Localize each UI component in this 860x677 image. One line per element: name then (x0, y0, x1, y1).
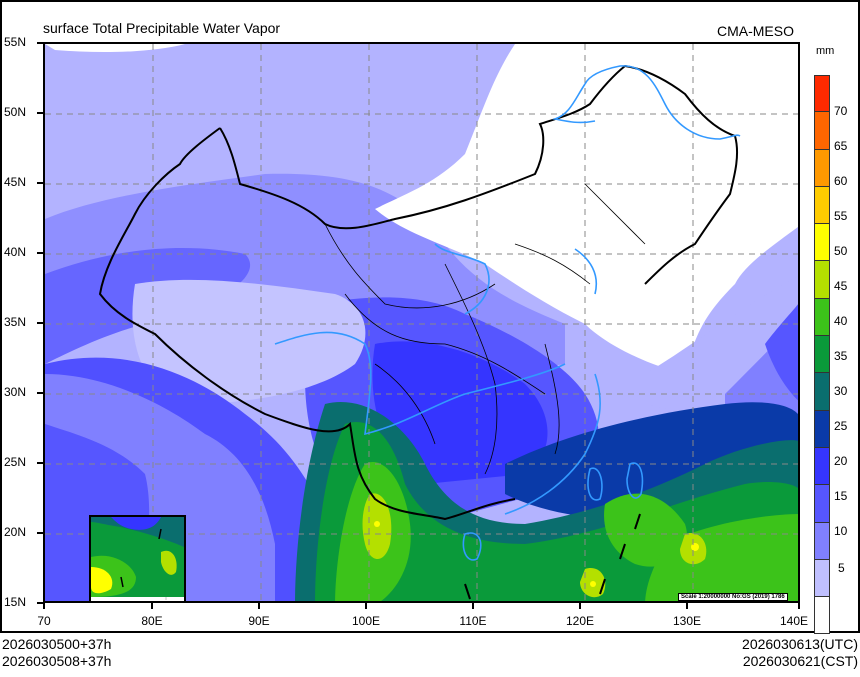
colorbar-label-35: 35 (834, 349, 848, 363)
y-tick-mark (37, 182, 43, 184)
x-tick-140e: 140E (779, 614, 809, 628)
y-tick-40n: 40N (4, 245, 27, 259)
colorbar-bin (814, 261, 830, 299)
x-tick-80e: 80E (141, 614, 163, 628)
y-tick-mark (37, 42, 43, 44)
x-tick-mark (43, 603, 45, 609)
colorbar-bin (814, 522, 830, 560)
colorbar-bin (814, 224, 830, 262)
init-time-block: 2026030500+37h 2026030508+37h (2, 636, 111, 670)
colorbar-bin (814, 112, 830, 150)
x-tick-70: 70 (37, 614, 51, 628)
valid-time-cst: 2026030621(CST) (742, 653, 858, 669)
y-tick-mark (37, 252, 43, 254)
south-china-sea-inset: Scale 1:40000000 (89, 515, 186, 601)
x-tick-mark (365, 603, 367, 609)
colorbar-label-20: 20 (834, 454, 848, 468)
colorbar-bin (814, 149, 830, 187)
y-tick-20n: 20N (4, 525, 27, 539)
colorbar-bin (814, 186, 830, 225)
init-time-cst: 2026030508+37h (2, 653, 112, 669)
y-tick-mark (37, 112, 43, 114)
x-tick-110e: 110E (459, 614, 487, 628)
colorbar-bin (814, 485, 830, 523)
map-plot-area: Scale 1:40000000 Scale 1:20000000 No:GS … (43, 42, 800, 603)
valid-time-utc: 2026030613(UTC) (742, 636, 858, 652)
chart-title: surface Total Precipitable Water Vapor (43, 20, 281, 36)
colorbar-label-10: 10 (834, 524, 848, 538)
y-tick-mark (37, 532, 43, 534)
colorbar-label-40: 40 (834, 314, 848, 328)
colorbar-label-15: 15 (834, 489, 848, 503)
x-tick-90e: 90E (248, 614, 270, 628)
y-tick-50n: 50N (4, 105, 27, 119)
colorbar-label-70: 70 (834, 104, 848, 118)
y-tick-25n: 25N (4, 455, 27, 469)
x-tick-mark (686, 603, 688, 609)
map-scale-label: Scale 1:20000000 No:GS (2019) 1786 (678, 593, 788, 601)
x-tick-mark (798, 603, 800, 609)
y-tick-mark (37, 602, 43, 604)
inset-map (91, 517, 184, 601)
colorbar-label-50: 50 (834, 244, 848, 258)
y-tick-mark (37, 392, 43, 394)
colorbar-bin (814, 447, 830, 486)
colorbar-label-60: 60 (834, 174, 848, 188)
colorbar-bin (814, 298, 830, 337)
colorbar-unit: mm (816, 45, 835, 57)
colorbar-bin (814, 410, 830, 448)
colorbar-label-65: 65 (834, 139, 848, 153)
x-tick-100e: 100E (351, 614, 381, 628)
colorbar-bin (814, 373, 830, 411)
x-tick-mark (151, 603, 153, 609)
colorbar-bin (814, 597, 830, 635)
y-tick-15n: 15N (4, 595, 27, 609)
x-tick-130e: 130E (672, 614, 702, 628)
y-tick-mark (37, 322, 43, 324)
y-tick-55n: 55N (4, 35, 27, 49)
colorbar-label-55: 55 (834, 209, 848, 223)
y-tick-30n: 30N (4, 385, 27, 399)
model-label: CMA-MESO (717, 23, 794, 39)
init-time-utc: 2026030500+37h (2, 636, 112, 652)
colorbar-label-30: 30 (834, 384, 848, 398)
colorbar-bin (814, 75, 830, 113)
x-tick-mark (579, 603, 581, 609)
colorbar-label-5: 5 (838, 561, 845, 575)
x-tick-mark (472, 603, 474, 609)
x-tick-mark (258, 603, 260, 609)
colorbar-bin (814, 336, 830, 374)
colorbar-label-45: 45 (834, 279, 848, 293)
y-tick-45n: 45N (4, 175, 27, 189)
colorbar-bin (814, 559, 830, 598)
y-tick-35n: 35N (4, 315, 27, 329)
y-tick-mark (37, 462, 43, 464)
colorbar-label-25: 25 (834, 419, 848, 433)
valid-time-block: 2026030613(UTC) 2026030621(CST) (742, 636, 858, 670)
x-tick-120e: 120E (565, 614, 595, 628)
colorbar (814, 75, 830, 635)
